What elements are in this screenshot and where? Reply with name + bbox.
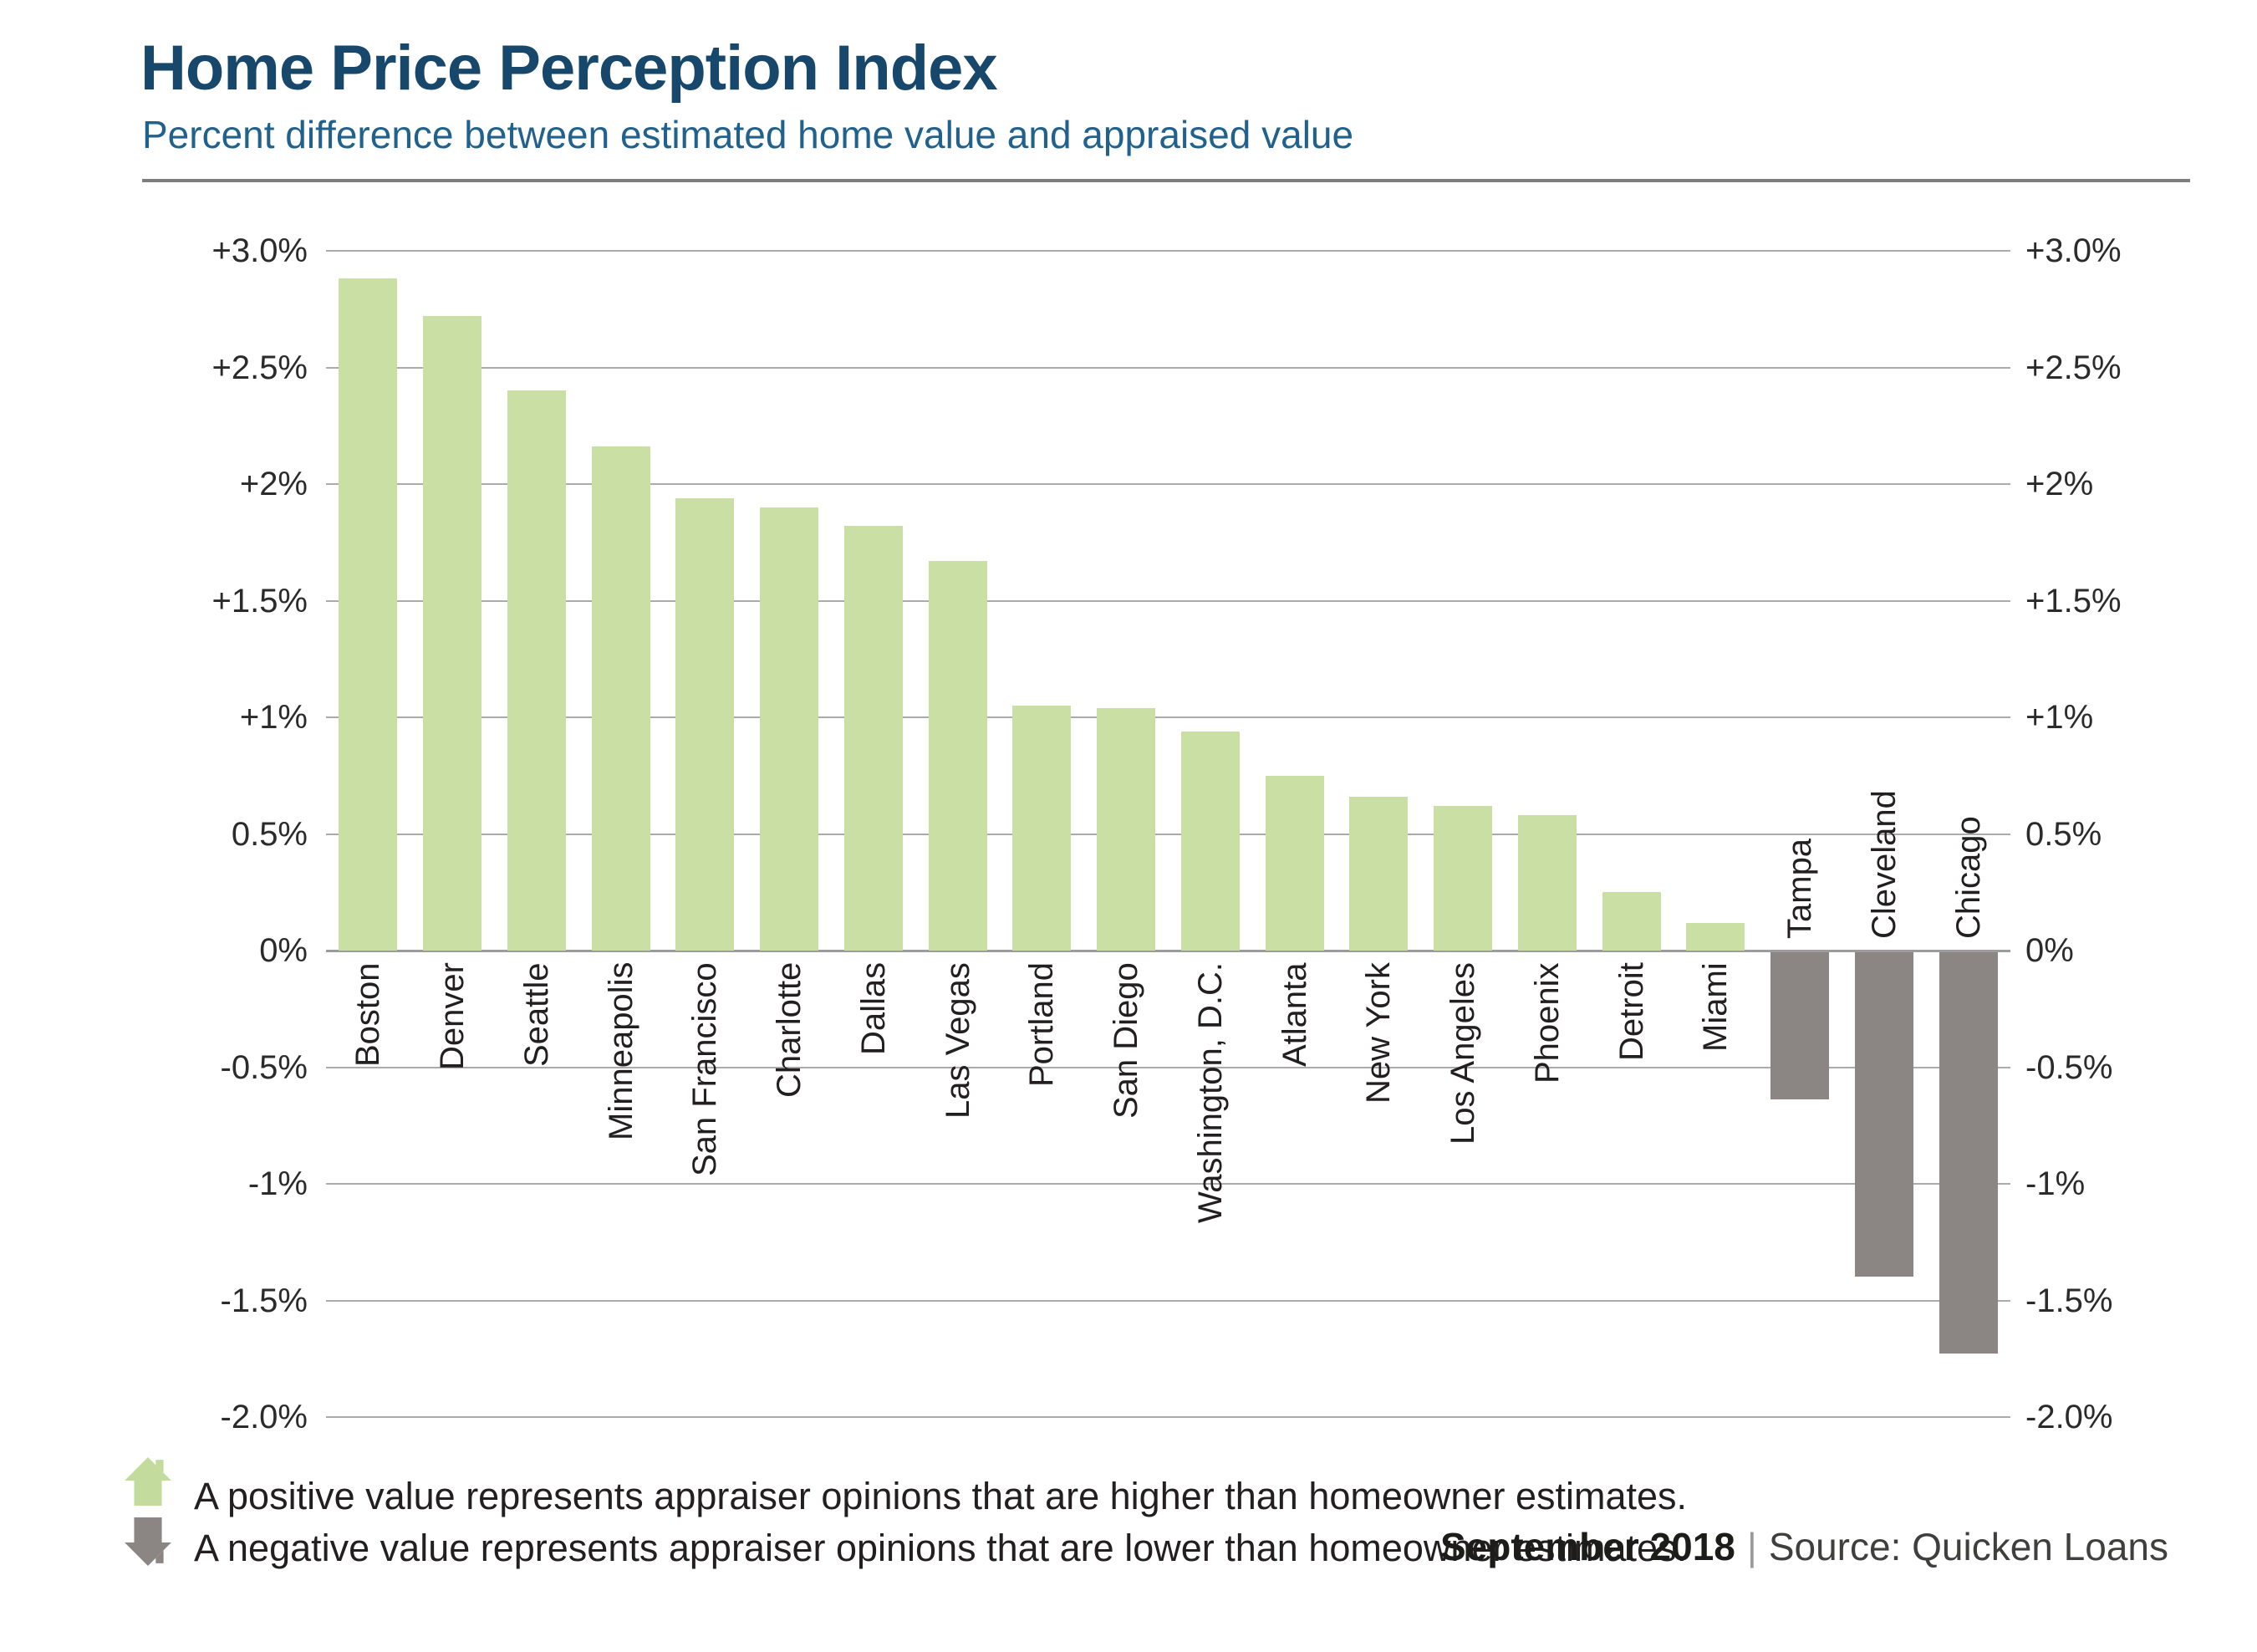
city-label-new-york: New York — [1360, 962, 1398, 1104]
footer-source: Source: Quicken Loans — [1768, 1525, 2168, 1568]
y-tick-label-right: -1.5% — [2025, 1282, 2113, 1319]
bar-portland — [1012, 706, 1072, 951]
bar-san-francisco — [675, 497, 735, 951]
bar-san-diego — [1097, 707, 1156, 951]
bar-new-york — [1349, 796, 1409, 951]
gridline — [326, 833, 2010, 835]
bar-denver — [423, 316, 482, 951]
house-down-icon — [125, 1517, 171, 1566]
city-label-las-vegas: Las Vegas — [939, 962, 976, 1119]
y-tick-label-left: +3.0% — [211, 232, 308, 269]
gridline — [326, 599, 2010, 602]
bar-chicago — [1939, 952, 1998, 1354]
footer-date: September 2018 — [1440, 1525, 1735, 1568]
y-tick-label-left: 0.5% — [231, 815, 308, 853]
city-label-portland: Portland — [1023, 962, 1061, 1087]
y-tick-label-right: -0.5% — [2025, 1048, 2113, 1086]
y-tick-label-right: 0.5% — [2025, 815, 2102, 853]
city-label-dallas: Dallas — [854, 962, 892, 1056]
city-label-miami: Miami — [1697, 962, 1735, 1052]
header-divider — [142, 179, 2190, 182]
bar-washington-d-c — [1180, 731, 1240, 951]
bar-miami — [1686, 922, 1745, 951]
page-title: Home Price Perception Index — [140, 33, 998, 104]
city-label-denver: Denver — [434, 962, 471, 1070]
bar-tampa — [1770, 952, 1830, 1099]
gridline — [326, 1416, 2010, 1418]
city-label-san-francisco: San Francisco — [686, 962, 724, 1176]
bar-phoenix — [1517, 815, 1577, 951]
bar-los-angeles — [1434, 806, 1493, 951]
gridline — [326, 716, 2010, 718]
y-tick-label-right: +1% — [2025, 699, 2094, 736]
city-label-washington-d-c: Washington, D.C. — [1191, 962, 1229, 1223]
city-label-boston: Boston — [349, 962, 387, 1067]
gridline — [326, 1066, 2010, 1068]
bar-boston — [339, 278, 398, 951]
city-label-atlanta: Atlanta — [1276, 962, 1313, 1067]
city-label-detroit: Detroit — [1613, 962, 1650, 1061]
y-tick-label-left: +2.5% — [211, 349, 308, 386]
y-tick-label-right: 0% — [2025, 932, 2074, 969]
y-tick-label-left: +1% — [239, 699, 308, 736]
city-label-chicago: Chicago — [1949, 816, 1987, 939]
city-label-seattle: Seattle — [517, 962, 555, 1067]
city-label-san-diego: San Diego — [1108, 962, 1145, 1119]
gridline — [326, 366, 2010, 369]
zero-axis-line — [326, 950, 2010, 952]
city-label-charlotte: Charlotte — [771, 962, 808, 1099]
city-label-phoenix: Phoenix — [1528, 962, 1566, 1083]
y-tick-label-left: -1% — [247, 1165, 308, 1202]
house-up-icon — [125, 1457, 171, 1506]
footer-separator: | — [1746, 1525, 1757, 1568]
y-tick-label-left: -2.0% — [220, 1399, 308, 1435]
y-tick-label-left: -0.5% — [220, 1048, 308, 1086]
city-label-los-angeles: Los Angeles — [1444, 962, 1482, 1145]
source-line: September 2018 | Source: Quicken Loans — [1440, 1525, 2168, 1568]
gridline — [326, 1183, 2010, 1185]
bar-minneapolis — [591, 446, 650, 951]
y-tick-label-right: +3.0% — [2025, 232, 2122, 269]
y-tick-label-right: +2% — [2025, 466, 2094, 502]
chart-plot: Boston Denver Seattle Minneapolis San Franci… — [326, 250, 2010, 1418]
bar-charlotte — [760, 507, 819, 951]
y-tick-label-right: +2.5% — [2025, 349, 2122, 386]
bar-las-vegas — [928, 561, 987, 951]
bar-cleveland — [1854, 952, 1913, 1277]
gridline — [326, 250, 2010, 252]
page-subtitle: Percent difference between estimated hom… — [142, 113, 1354, 156]
bar-dallas — [843, 526, 903, 951]
y-tick-label-left: -1.5% — [220, 1282, 308, 1319]
y-tick-label-left: +2% — [239, 466, 308, 502]
city-label-cleveland: Cleveland — [1865, 790, 1903, 939]
bar-seattle — [507, 390, 566, 951]
legend-positive-text: A positive value represents appraiser op… — [194, 1475, 1688, 1517]
city-label-tampa: Tampa — [1781, 838, 1819, 939]
y-tick-label-left: +1.5% — [211, 582, 308, 620]
bar-detroit — [1602, 892, 1661, 951]
gridline — [326, 483, 2010, 485]
y-tick-label-right: -1% — [2025, 1165, 2086, 1202]
y-tick-label-left: 0% — [259, 932, 308, 969]
gridline — [326, 1299, 2010, 1302]
legend-negative-text: A negative value represents appraiser op… — [194, 1527, 1688, 1569]
city-label-minneapolis: Minneapolis — [602, 962, 639, 1141]
bar-atlanta — [1265, 775, 1324, 951]
y-tick-label-right: +1.5% — [2025, 582, 2122, 620]
y-tick-label-right: -2.0% — [2025, 1399, 2113, 1435]
